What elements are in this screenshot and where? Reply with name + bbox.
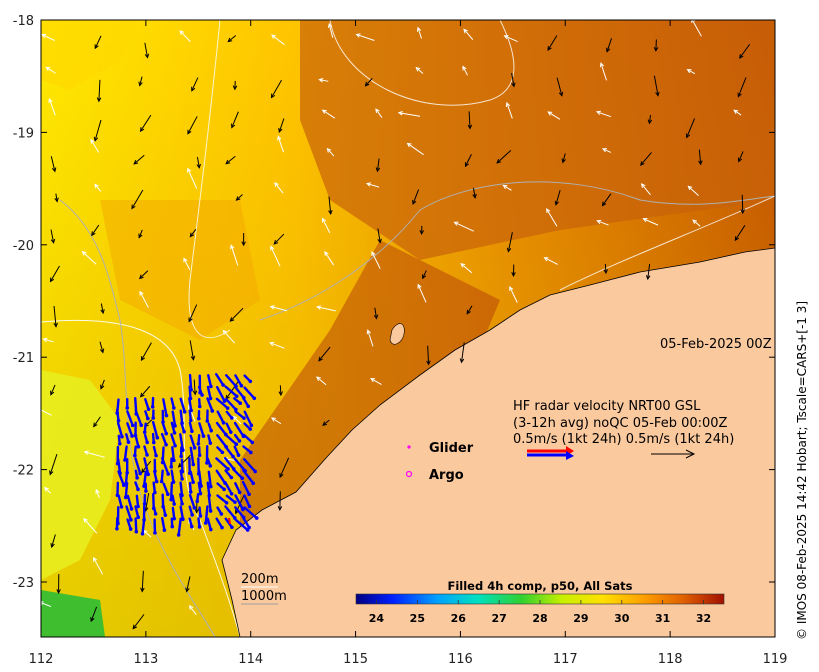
depth-200-label: 200m — [241, 572, 278, 587]
argo-label: Argo — [429, 468, 464, 483]
colorbar-tick-label: 29 — [573, 612, 588, 625]
x-axis: 112 113 114 115 116 117 118 119 — [29, 20, 788, 667]
colorbar-tick-label: 28 — [532, 612, 547, 625]
y-tick-label: -18 — [13, 14, 34, 29]
current-vectors — [41, 20, 751, 630]
glider-marker — [407, 445, 411, 449]
y-tick-label: -23 — [13, 576, 34, 591]
x-tick-label: 115 — [343, 652, 368, 667]
colorbar-tick-label: 27 — [491, 612, 506, 625]
hf-legend-line2: (3-12h avg) noQC 05-Feb 00:00Z — [513, 416, 728, 431]
colorbar-title: Filled 4h comp, p50, All Sats — [448, 579, 633, 593]
x-tick-label: 114 — [238, 652, 263, 667]
x-tick-label: 119 — [763, 652, 788, 667]
y-tick-label: -22 — [13, 464, 34, 479]
copyright-note: © IMOS 08-Feb-2025 14:42 Hobart; Tscale=… — [795, 301, 809, 640]
colorbar-ticks: 24 25 26 27 28 29 30 31 32 — [369, 600, 711, 625]
hf-scale-arrow-black — [651, 449, 696, 459]
x-tick-label: 112 — [29, 652, 54, 667]
land-mass — [222, 248, 775, 637]
plot-frame — [40, 19, 776, 638]
sst-field — [41, 20, 775, 637]
depth-1000-label: 1000m — [241, 589, 287, 604]
hf-radar-vectors — [115, 373, 259, 537]
y-tick-label: -21 — [13, 351, 34, 366]
colorbar-tick-label: 31 — [655, 612, 670, 625]
colorbar-tick-label: 25 — [410, 612, 425, 625]
y-tick-label: -20 — [13, 239, 34, 254]
x-tick-label: 118 — [658, 652, 683, 667]
colorbar-tick-label: 32 — [696, 612, 711, 625]
y-tick-label: -19 — [13, 126, 34, 141]
colorbar-tick-label: 26 — [451, 612, 467, 625]
hf-scale-arrow-red-blue — [527, 446, 574, 460]
x-tick-label: 117 — [553, 652, 578, 667]
date-stamp: 05-Feb-2025 00Z — [660, 337, 772, 352]
glider-label: Glider — [429, 441, 474, 456]
colorbar-tick-label: 24 — [369, 612, 385, 625]
hf-legend-line3: 0.5m/s (1kt 24h) 0.5m/s (1kt 24h) — [513, 432, 734, 447]
y-axis: -18 -19 -20 -21 -22 -23 — [13, 14, 775, 591]
colorbar-tick-label: 30 — [614, 612, 630, 625]
x-tick-label: 113 — [133, 652, 158, 667]
x-tick-label: 116 — [448, 652, 473, 667]
argo-marker — [405, 470, 413, 478]
hf-legend-line1: HF radar velocity NRT00 GSL — [513, 399, 701, 414]
